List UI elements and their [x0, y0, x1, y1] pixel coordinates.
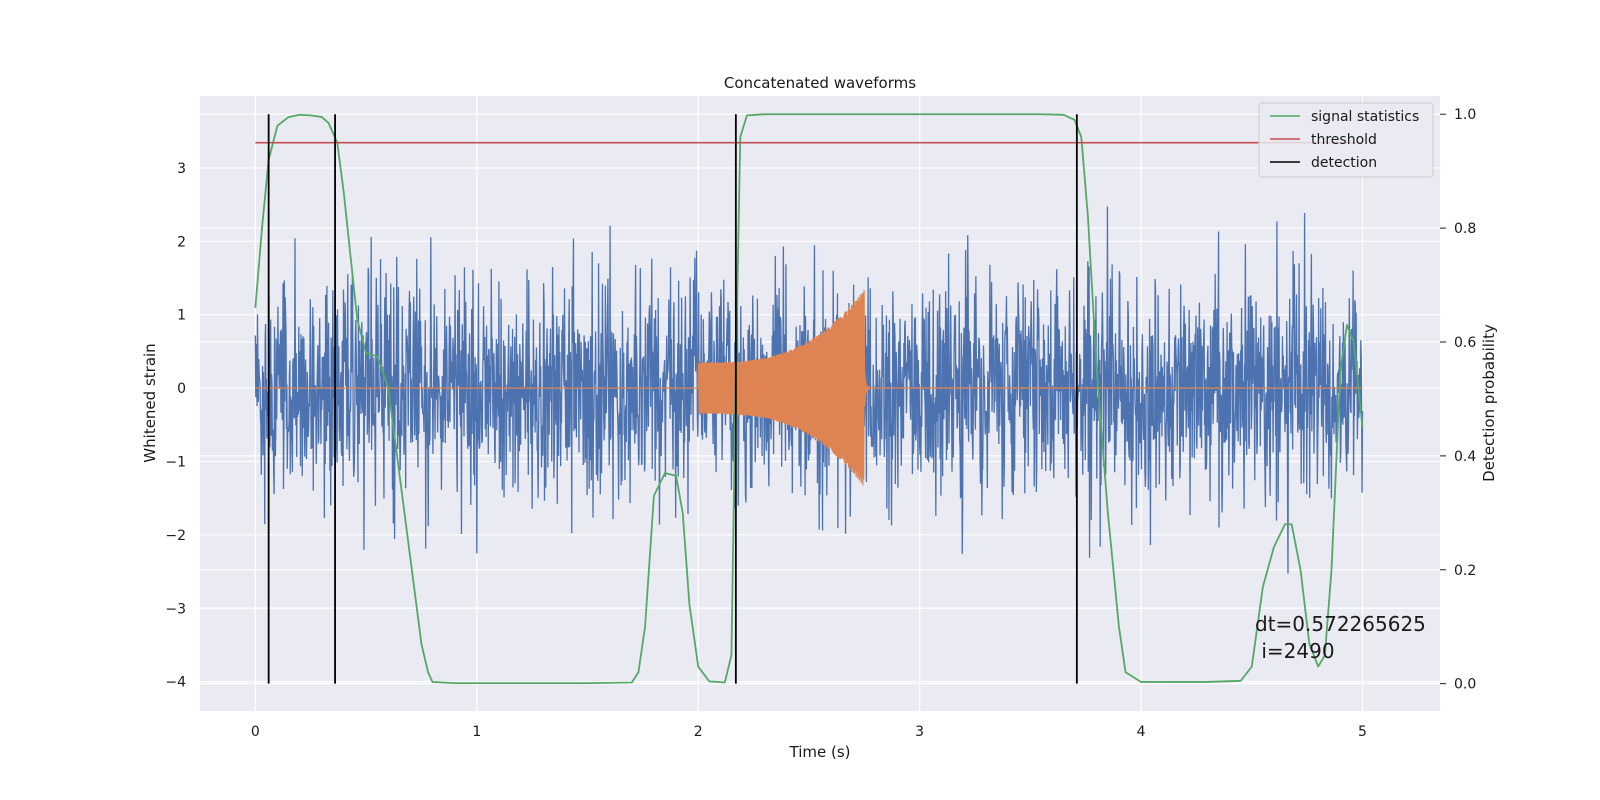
x-axis-ticks: 0 1 2 3 4 5	[251, 724, 1367, 740]
x-tick-label: 3	[915, 724, 924, 740]
y-tick-label: 2	[177, 234, 186, 250]
right-y-tick-label: 0.0	[1454, 677, 1476, 693]
x-tick-label: 0	[251, 724, 260, 740]
right-y-tick-label: 1.0	[1454, 107, 1476, 123]
data-layer	[254, 113, 1364, 684]
x-tick-label: 2	[694, 724, 703, 740]
right-y-tick-label: 0.2	[1454, 563, 1476, 579]
right-y-tick-label: 0.6	[1454, 335, 1476, 351]
x-axis-label: Time (s)	[789, 743, 851, 761]
right-y-axis-label: Detection probability	[1480, 324, 1498, 482]
x-tick-label: 1	[472, 724, 481, 740]
legend-label-signal-statistics: signal statistics	[1311, 109, 1419, 125]
right-y-tick-label: 0.8	[1454, 221, 1476, 237]
legend: signal statistics threshold detection	[1258, 102, 1434, 178]
y-axis-label: Whitened strain	[141, 343, 159, 462]
y-tick-label: −2	[165, 528, 186, 544]
y-tick-label: 1	[177, 308, 186, 324]
legend-box	[1258, 102, 1434, 178]
right-y-tick-label: 0.4	[1454, 449, 1476, 465]
left-axis-ticks: −4 −3 −2 −1 0 1 2 3	[165, 161, 186, 691]
annotation-dt: dt=0.572265625	[1255, 612, 1426, 636]
y-tick-label: 0	[177, 381, 186, 397]
y-tick-label: −3	[165, 601, 186, 617]
legend-label-detection: detection	[1311, 155, 1377, 171]
annotation-index: i=2490	[1255, 639, 1335, 663]
x-tick-label: 5	[1358, 724, 1367, 740]
series-signal-statistics-line	[254, 113, 1364, 684]
y-tick-label: 3	[177, 161, 186, 177]
y-tick-label: −1	[165, 454, 186, 470]
y-tick-label: −4	[165, 675, 186, 691]
chart-title: Concatenated waveforms	[724, 74, 916, 92]
series-injected-waveform-line	[255, 290, 1363, 486]
x-tick-label: 4	[1137, 724, 1146, 740]
legend-label-threshold: threshold	[1311, 132, 1377, 148]
right-axis-ticks: 0.0 0.2 0.4 0.6 0.8 1.0	[1440, 107, 1476, 693]
